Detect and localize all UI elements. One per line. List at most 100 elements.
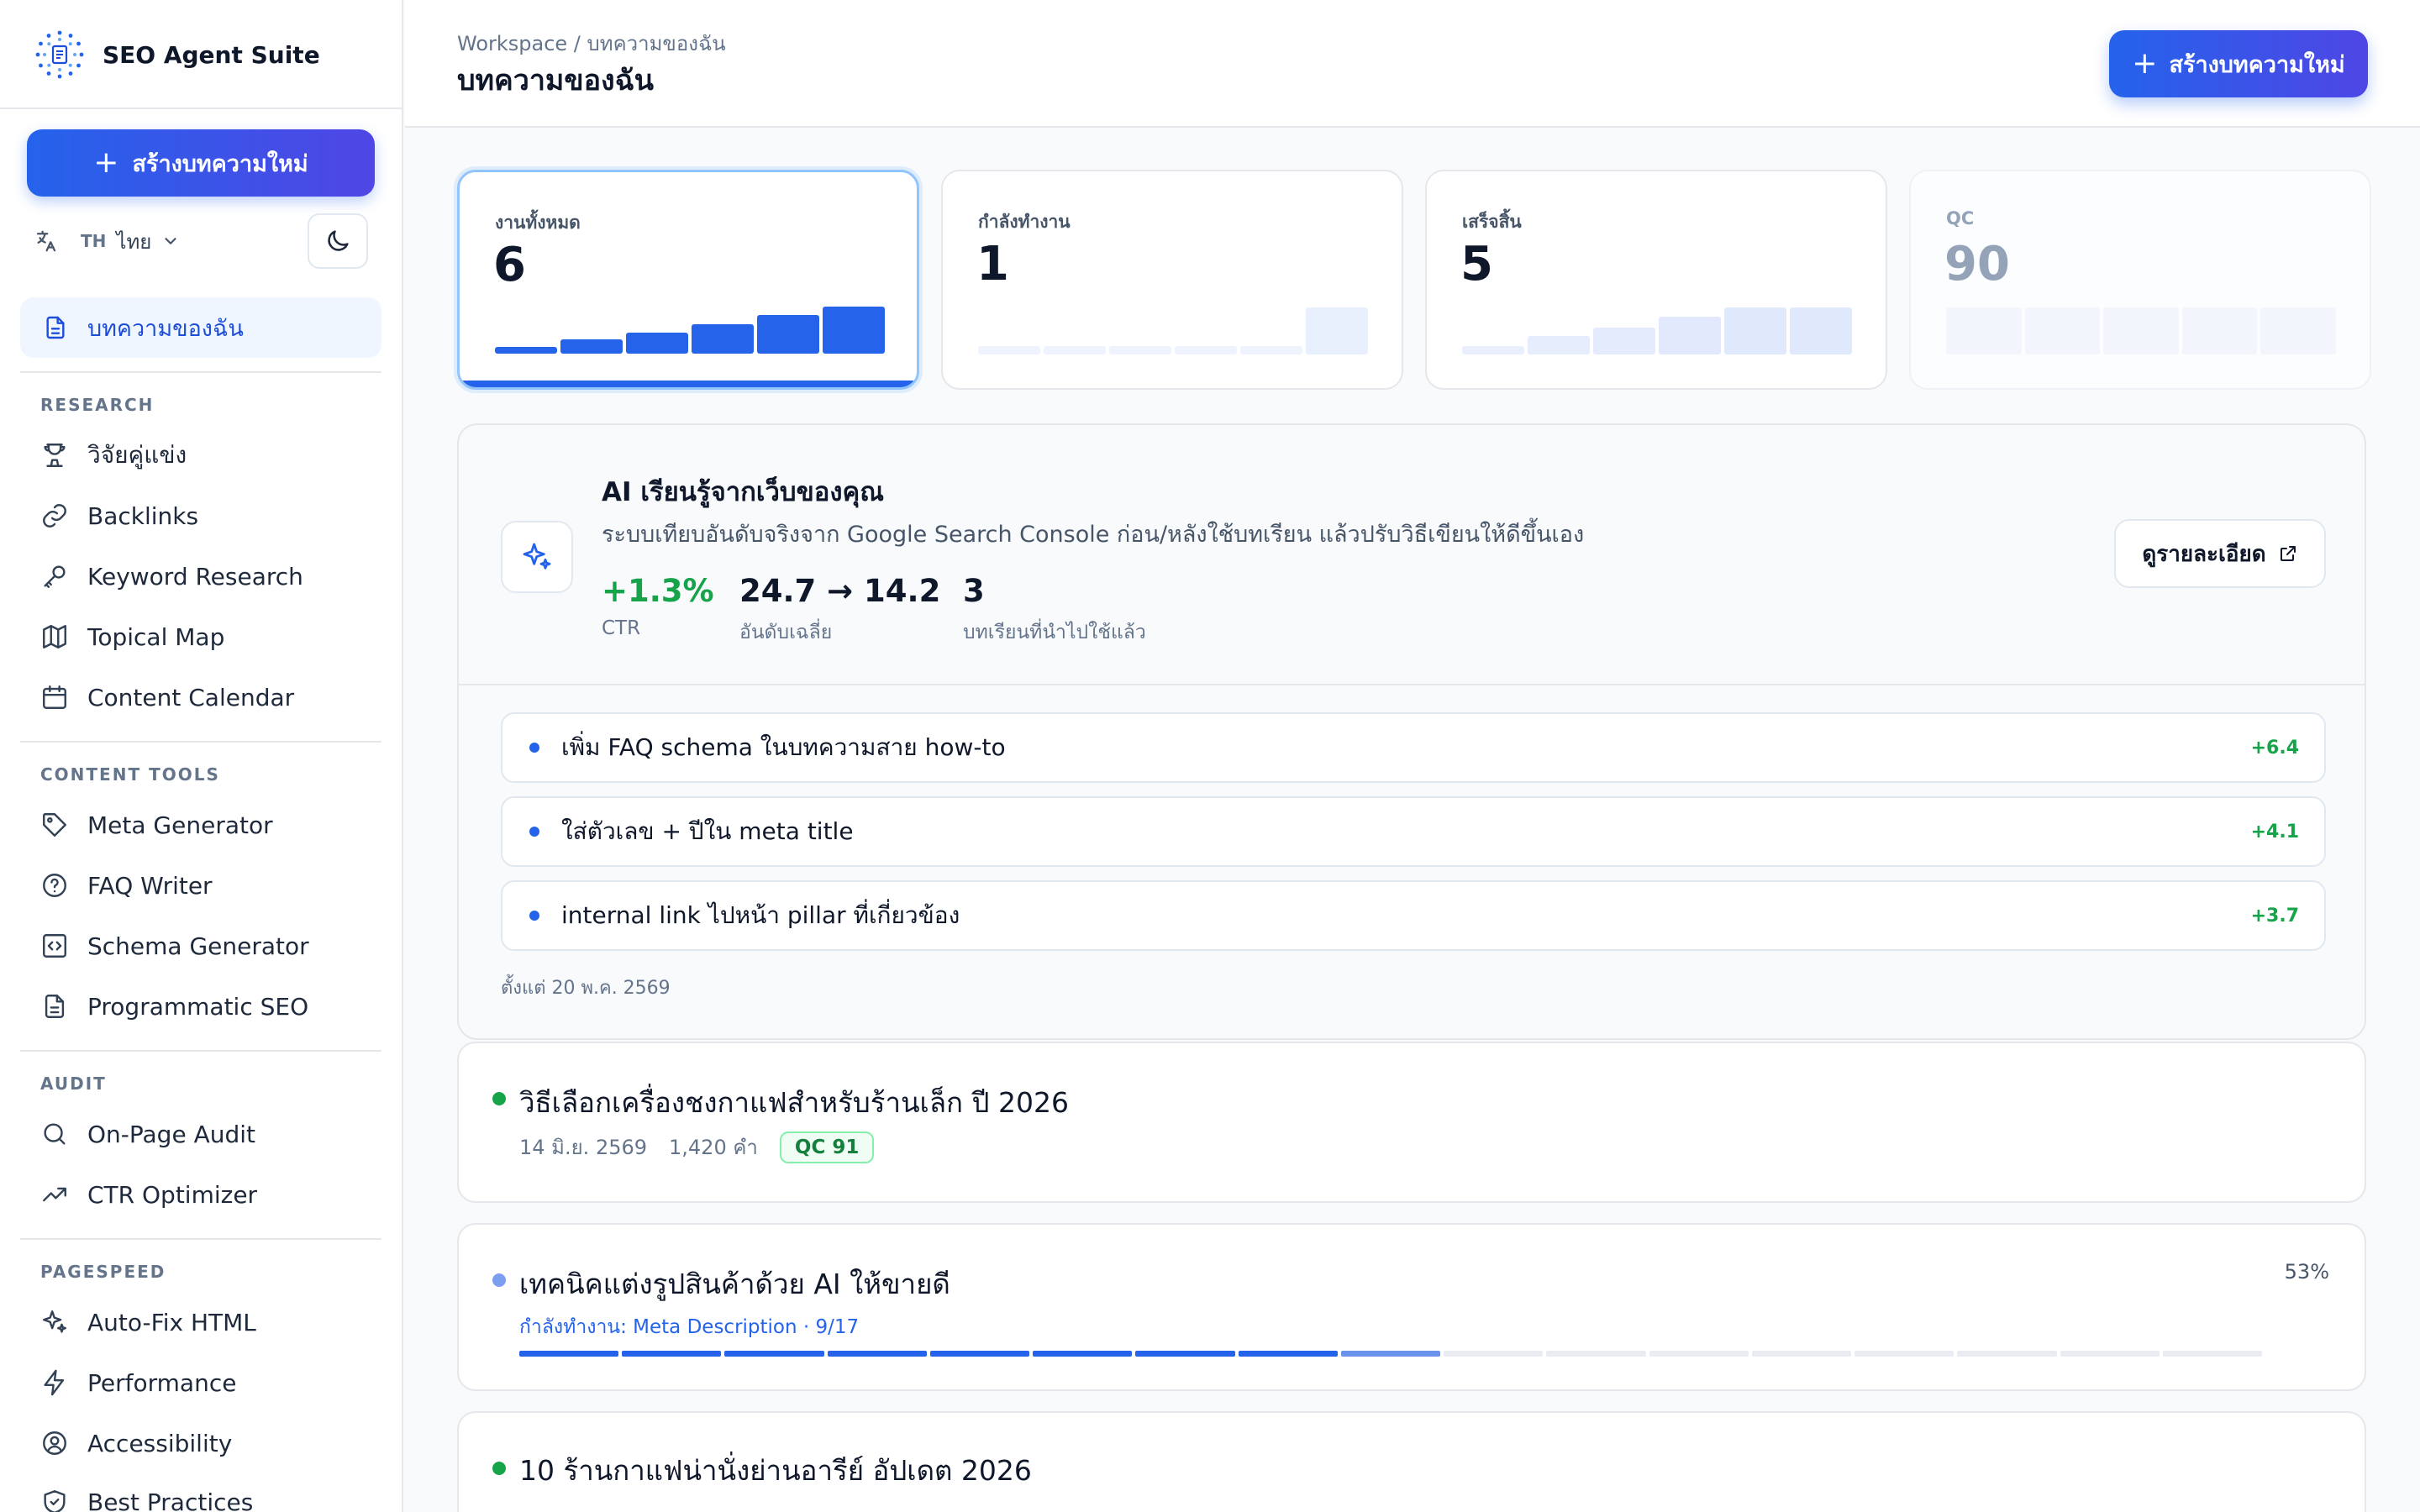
spark-bar [2103, 307, 2179, 354]
stat-card-completed[interactable]: เสร็จสิ้น 5 [1425, 170, 1887, 390]
progress-step [1957, 1351, 2057, 1357]
sidebar-item-performance[interactable]: Performance [40, 1359, 236, 1406]
lesson-item[interactable]: internal link ไปหน้า pillar ที่เกี่ยวข้อ… [501, 880, 2326, 951]
status-dot [492, 1092, 506, 1105]
lesson-text: internal link ไปหน้า pillar ที่เกี่ยวข้อ… [561, 901, 960, 929]
stat-value: 1 [976, 237, 1009, 291]
ai-learning-panel: AI เรียนรู้จากเว็บของคุณ ระบบเทียบอันดับ… [457, 423, 2366, 1040]
spark-bar [2260, 307, 2336, 354]
progress-step [1444, 1351, 1544, 1357]
status-dot [492, 1462, 506, 1475]
theme-toggle-button[interactable] [308, 213, 368, 269]
ai-title: AI เรียนรู้จากเว็บของคุณ [602, 477, 885, 507]
sidebar-item-on-page-audit[interactable]: On-Page Audit [40, 1110, 255, 1158]
code-icon [43, 934, 66, 958]
brand-logo-icon [35, 30, 84, 79]
plus-icon: + [2132, 46, 2158, 81]
sidebar-item-my-articles[interactable]: บทความของฉัน [20, 297, 381, 358]
sidebar-item-label: วิจัยคู่แข่ง [87, 441, 187, 469]
progress-step [1033, 1351, 1133, 1357]
spark-bar [1593, 327, 1655, 354]
sidebar-item-faq-writer[interactable]: FAQ Writer [40, 862, 213, 909]
spark-bar [757, 315, 819, 354]
sidebar-item-label: บทความของฉัน [87, 315, 244, 342]
article-title: วิธีเลือกเครื่องชงกาแฟสำหรับร้านเล็ก ปี … [519, 1086, 1069, 1119]
link-icon [43, 504, 66, 528]
spark-bar [1528, 335, 1590, 354]
file-icon [45, 995, 65, 1018]
section-title-research: RESEARCH [40, 395, 155, 415]
chevron-down-icon [165, 238, 176, 244]
stat-sparkbars [978, 304, 1368, 354]
article-card[interactable]: เทคนิคแต่งรูปสินค้าด้วย AI ให้ขายดี กำลั… [457, 1223, 2366, 1391]
progress-step [1854, 1351, 1954, 1357]
qc-badge: QC 91 [779, 1131, 875, 1163]
metric-label: บทเรียนที่นำไปใช้แล้ว [963, 622, 1146, 643]
sidebar-item-ctr-optimizer[interactable]: CTR Optimizer [40, 1171, 257, 1218]
sidebar-item-auto-fix-html[interactable]: Auto-Fix HTML [40, 1299, 256, 1346]
translate-icon [36, 230, 56, 252]
sidebar-divider [20, 371, 381, 373]
metric-label: อันดับเฉลี่ย [739, 622, 833, 643]
sidebar-item-label: Programmatic SEO [87, 992, 309, 1021]
sidebar-item-topical-map[interactable]: Topical Map [40, 613, 224, 660]
lesson-item[interactable]: เพิ่ม FAQ schema ในบทความสาย how-to +6.4 [501, 712, 2326, 783]
sidebar-item-label: Meta Generator [87, 811, 273, 839]
page-title: บทความของฉัน [457, 64, 654, 97]
header-create-article-button[interactable]: + สร้างบทความใหม่ [2109, 30, 2368, 97]
stat-card-total[interactable]: งานทั้งหมด 6 [457, 170, 919, 390]
progress-step [1751, 1351, 1852, 1357]
sidebar-divider [20, 741, 381, 743]
map-icon [43, 625, 66, 648]
sidebar-item-accessibility[interactable]: Accessibility [40, 1420, 232, 1467]
view-details-button[interactable]: ดูรายละเอียด [2114, 519, 2326, 588]
section-title-content-tools: CONTENT TOOLS [40, 764, 220, 785]
article-meta: 14 มิ.ย. 2569 1,420 คำ QC 91 [519, 1131, 875, 1163]
ai-sparkle-icon [501, 521, 573, 593]
status-dot [492, 1273, 506, 1287]
lang-code: TH [81, 231, 107, 251]
stat-card-qc[interactable]: QC 90 [1909, 170, 2371, 390]
metric-value: 24.7 → 14.2 [739, 573, 941, 609]
stat-label: กำลังทำงาน [978, 212, 1071, 232]
lang-name: ไทย [116, 229, 152, 254]
spark-bar [2024, 307, 2101, 354]
sidebar-item-programmatic-seo[interactable]: Programmatic SEO [40, 983, 308, 1030]
sidebar-divider [0, 108, 403, 109]
stat-card-in-progress[interactable]: กำลังทำงาน 1 [941, 170, 1403, 390]
language-selector[interactable]: TH ไทย [34, 220, 180, 262]
progress-step [1546, 1351, 1646, 1357]
sidebar-item-keyword-research[interactable]: Keyword Research [40, 553, 303, 600]
spark-bar [692, 324, 754, 354]
sidebar-item-label: Best Practices [87, 1488, 254, 1512]
spark-bar [1175, 345, 1237, 354]
progress-step [1135, 1351, 1235, 1357]
sidebar-item-backlinks[interactable]: Backlinks [40, 492, 198, 539]
spark-bar [626, 332, 688, 354]
article-card[interactable]: 10 ร้านกาแฟน่านั่งย่านอารีย์ อัปเดต 2026 [457, 1411, 2366, 1512]
trending-up-icon [43, 1187, 66, 1202]
spark-bar [823, 307, 885, 354]
metric-average-rank: 24.7 → 14.2 อันดับเฉลี่ย [739, 573, 940, 648]
stat-sparkbars [495, 303, 885, 354]
metric-ctr: +1.3% CTR [602, 573, 714, 639]
sidebar-item-content-calendar[interactable]: Content Calendar [40, 674, 294, 721]
spark-bar [1790, 307, 1852, 354]
sidebar-item-schema-generator[interactable]: Schema Generator [40, 922, 309, 969]
plus-icon: + [93, 145, 119, 180]
sidebar-item-best-practices[interactable]: Best Practices [40, 1478, 253, 1512]
stat-sparkbars [1946, 304, 2336, 354]
sidebar-item-competitor-research[interactable]: วิจัยคู่แข่ง [40, 432, 187, 479]
article-title: 10 ร้านกาแฟน่านั่งย่านอารีย์ อัปเดต 2026 [519, 1454, 1032, 1487]
progress-step [622, 1351, 722, 1357]
section-title-audit: AUDIT [40, 1074, 107, 1094]
article-card[interactable]: วิธีเลือกเครื่องชงกาแฟสำหรับร้านเล็ก ปี … [457, 1042, 2366, 1203]
lesson-item[interactable]: ใส่ตัวเลข + ปีใน meta title +4.1 [501, 796, 2326, 867]
article-word-count: 1,420 คำ [669, 1136, 758, 1159]
brand[interactable]: SEO Agent Suite [34, 25, 320, 84]
sidebar-create-article-button[interactable]: + สร้างบทความใหม่ [27, 129, 375, 197]
sidebar-item-label: Performance [87, 1368, 237, 1397]
key-icon [44, 565, 66, 588]
breadcrumb[interactable]: Workspace / บทความของฉัน [457, 32, 726, 55]
sidebar-item-meta-generator[interactable]: Meta Generator [40, 801, 273, 848]
